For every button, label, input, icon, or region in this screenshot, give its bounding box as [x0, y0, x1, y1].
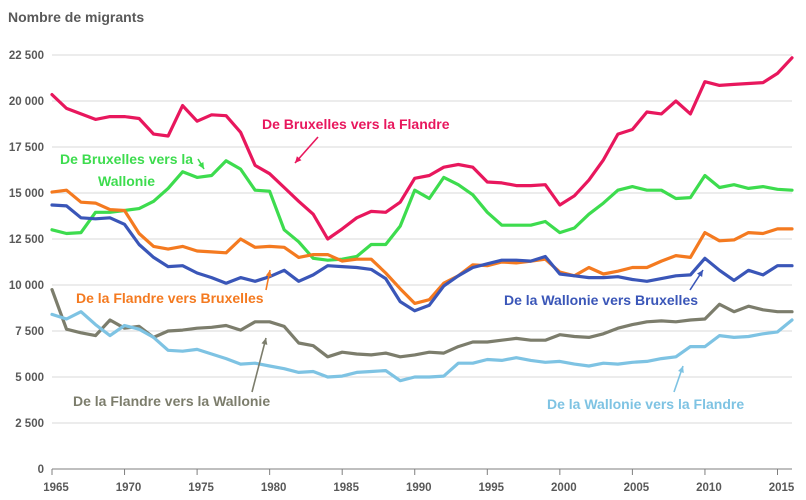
annotation-wallonie-flandre: De la Wallonie vers la Flandre	[547, 396, 744, 412]
gridlines	[52, 54, 792, 424]
y-tick-label: 22 500	[9, 50, 44, 62]
x-tick-label: 1965	[43, 482, 69, 494]
annotation-flandre-bxl: De la Flandre vers Bruxelles	[76, 290, 264, 306]
arrow-head	[697, 270, 703, 277]
arrow-head	[295, 156, 302, 163]
y-tick-label: 15 000	[9, 188, 44, 200]
arrow-head	[261, 338, 268, 345]
x-axis: 1965 1970 1975 1980 1985 1990 1995 2000 2005 2010…	[43, 468, 795, 494]
x-tick-label: 2005	[624, 482, 650, 494]
x-tick-label: 1995	[478, 482, 504, 494]
y-tick-label: 10 000	[9, 280, 44, 292]
annotation-bxl-flandre: De Bruxelles vers la Flandre	[262, 116, 450, 132]
y-axis-title: Nombre de migrants	[8, 9, 144, 25]
y-tick-label: 0	[38, 464, 44, 476]
series-line-2	[50, 188, 794, 305]
series-lines	[50, 56, 794, 383]
series-line-1	[50, 159, 794, 262]
x-tick-label: 2015	[769, 482, 795, 494]
annotations: De Bruxelles vers la Flandre De Bruxelle…	[60, 116, 744, 412]
series-line-0	[50, 56, 794, 241]
series-line-4	[50, 288, 794, 359]
annotation-flandre-wallonie: De la Flandre vers la Wallonie	[73, 393, 270, 409]
y-tick-label: 5 000	[15, 372, 44, 384]
arrow-head	[678, 366, 684, 373]
x-tick-label: 2000	[551, 482, 577, 494]
y-axis: 0 2 500 5 000 7 500 10 000 12 500 15 000 17 500…	[9, 50, 44, 476]
y-tick-label: 7 500	[15, 326, 44, 338]
annotation-bxl-wallonie-2: Wallonie	[98, 173, 155, 189]
annotation-bxl-wallonie-1: De Bruxelles vers la	[60, 151, 193, 167]
x-tick-label: 2010	[696, 482, 722, 494]
x-tick-label: 1980	[261, 482, 287, 494]
annotation-arrow-flandre-wallonie	[251, 337, 267, 393]
y-tick-label: 20 000	[9, 96, 44, 108]
series-line-3	[50, 203, 794, 313]
y-tick-label: 2 500	[15, 418, 44, 430]
series-line-5	[50, 310, 794, 383]
arrow-head	[198, 162, 204, 169]
arrow-head	[265, 270, 272, 277]
annotation-wallonie-bxl: De la Wallonie vers Bruxelles	[504, 292, 698, 308]
y-tick-label: 12 500	[9, 234, 44, 246]
x-tick-label: 1975	[188, 482, 214, 494]
x-tick-label: 1990	[406, 482, 432, 494]
x-tick-label: 1985	[333, 482, 359, 494]
y-tick-label: 17 500	[9, 142, 44, 154]
x-tick-label: 1970	[116, 482, 142, 494]
